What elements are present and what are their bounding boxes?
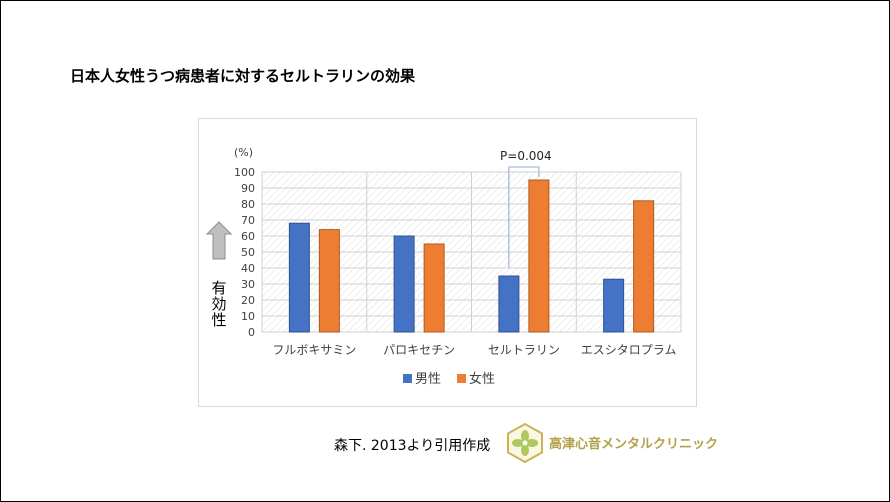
y-tick-label: 10 bbox=[241, 310, 255, 323]
bar-male bbox=[498, 275, 520, 333]
bar-female bbox=[528, 179, 550, 333]
x-tick-label: エスシタロプラム bbox=[581, 343, 677, 357]
clinic-emblem-icon bbox=[507, 422, 543, 464]
bar-female bbox=[633, 200, 655, 333]
bar-female bbox=[423, 243, 445, 333]
y-axis-label-char: 性 bbox=[211, 311, 226, 329]
y-axis-label-char: 有 bbox=[211, 279, 226, 297]
p-value-annotation: P=0.004 bbox=[500, 149, 552, 163]
y-tick-label: 20 bbox=[241, 294, 255, 307]
clinic-logo: 高津心音メンタルクリニック bbox=[505, 422, 719, 464]
bar-male bbox=[603, 278, 625, 333]
x-tick-label: フルボキサミン bbox=[272, 343, 356, 357]
y-tick-label: 30 bbox=[241, 278, 255, 291]
up-arrow-icon bbox=[205, 221, 233, 260]
x-tick-label: セルトラリン bbox=[488, 343, 560, 357]
citation: 森下. 2013より引用作成 bbox=[334, 438, 491, 454]
x-tick-label: パロキセチン bbox=[383, 343, 455, 357]
y-tick-label: 70 bbox=[241, 214, 255, 227]
legend-label: 男性 bbox=[415, 372, 441, 387]
y-tick-label: 0 bbox=[248, 326, 255, 339]
bar-male bbox=[288, 222, 310, 333]
legend-swatch bbox=[457, 374, 466, 383]
y-tick-label: 60 bbox=[241, 230, 255, 243]
bar-female bbox=[318, 229, 340, 333]
significance-bracket bbox=[508, 166, 540, 268]
page-title: 日本人女性うつ病患者に対するセルトラリンの効果 bbox=[70, 67, 416, 85]
y-tick-label: 80 bbox=[241, 198, 255, 211]
y-tick-label: 90 bbox=[241, 182, 255, 195]
y-tick-label: 100 bbox=[234, 166, 255, 179]
y-tick-label: 40 bbox=[241, 262, 255, 275]
y-unit-label: (%) bbox=[234, 146, 253, 159]
legend-swatch bbox=[403, 374, 412, 383]
y-axis-label-char: 効 bbox=[211, 295, 226, 313]
chart-container: 0 10 20 30 40 50 60 70 80 90 100 (%) 有効性フルボキサミン パロキセチ… bbox=[198, 118, 697, 407]
bar-male bbox=[393, 235, 415, 333]
y-tick-label: 50 bbox=[241, 246, 255, 259]
legend-label: 女性 bbox=[469, 371, 495, 387]
clinic-name: 高津心音メンタルクリニック bbox=[549, 437, 719, 452]
